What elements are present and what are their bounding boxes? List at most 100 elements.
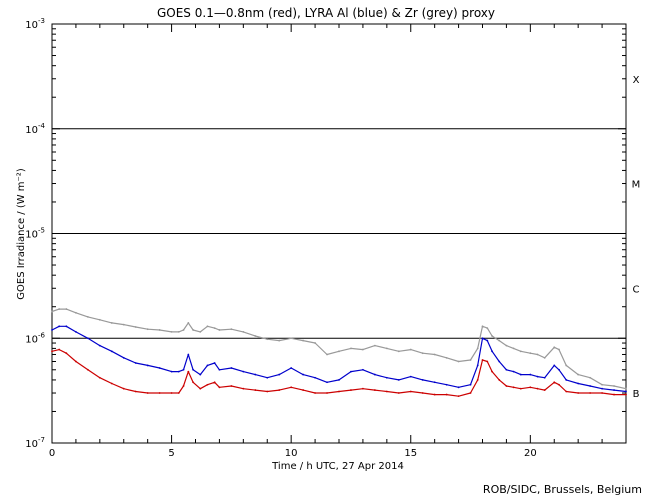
y-axis-label-group: GOES Irradiance / (W m⁻²) xyxy=(16,168,27,300)
series-point-0 xyxy=(314,342,316,344)
series-point-1 xyxy=(498,360,501,363)
series-point-2 xyxy=(362,387,364,390)
series-point-0 xyxy=(86,315,89,318)
series-point-0 xyxy=(362,348,364,351)
y-axis-label: GOES Irradiance / (W m⁻²) xyxy=(16,168,27,300)
y-tick-label: 10 xyxy=(25,334,38,345)
series-point-1 xyxy=(326,381,328,384)
series-point-2 xyxy=(158,392,161,394)
series-point-1 xyxy=(397,379,400,381)
series-point-0 xyxy=(192,329,195,331)
series-point-0 xyxy=(577,373,580,376)
series-point-2 xyxy=(433,393,436,396)
series-point-2 xyxy=(421,392,424,394)
series-point-1 xyxy=(373,373,376,376)
series-point-0 xyxy=(601,383,603,386)
series-point-0 xyxy=(613,385,615,387)
series-point-0 xyxy=(565,364,568,367)
series-point-0 xyxy=(218,329,221,331)
series-point-1 xyxy=(134,362,137,364)
series-point-1 xyxy=(613,389,615,391)
series-point-2 xyxy=(505,385,508,387)
series-point-0 xyxy=(278,339,281,342)
series-point-1 xyxy=(589,385,592,387)
y-tick-label: 10 xyxy=(25,439,38,450)
series-point-1 xyxy=(445,383,448,386)
series-point-1 xyxy=(350,370,352,373)
series-point-1 xyxy=(302,373,305,376)
series-point-2 xyxy=(409,390,412,393)
series-point-1 xyxy=(486,339,489,342)
series-point-0 xyxy=(553,346,556,349)
series-point-0 xyxy=(182,329,185,331)
series-point-1 xyxy=(553,364,556,367)
series-point-0 xyxy=(486,327,489,329)
series-point-2 xyxy=(613,393,615,396)
series-point-1 xyxy=(469,383,472,386)
series-point-2 xyxy=(75,360,77,363)
series-point-0 xyxy=(445,356,448,359)
x-tick-label: 5 xyxy=(168,448,174,459)
series-point-2 xyxy=(445,393,448,396)
series-point-2 xyxy=(481,359,484,361)
series-point-0 xyxy=(505,344,508,347)
series-line-2 xyxy=(51,349,626,397)
series-point-2 xyxy=(519,387,522,390)
y-tick-exponent: -6 xyxy=(38,331,46,339)
series-point-1 xyxy=(158,367,161,369)
series-point-1 xyxy=(543,376,546,379)
series-point-0 xyxy=(146,328,149,331)
series-point-0 xyxy=(589,376,592,379)
series-point-0 xyxy=(385,347,388,350)
series-point-2 xyxy=(51,350,53,353)
series-point-2 xyxy=(98,376,101,379)
series-point-2 xyxy=(242,387,245,390)
series-point-2 xyxy=(206,383,209,386)
series-point-1 xyxy=(192,368,195,371)
series-point-1 xyxy=(362,368,364,371)
series-point-0 xyxy=(625,387,627,390)
series-point-1 xyxy=(58,325,61,328)
series-point-0 xyxy=(206,325,209,328)
series-point-1 xyxy=(146,364,149,367)
series-point-0 xyxy=(122,323,125,326)
x-tick-label: 15 xyxy=(404,448,417,459)
series-point-1 xyxy=(230,367,233,369)
series-point-1 xyxy=(512,370,515,373)
series-point-0 xyxy=(51,310,53,313)
series-point-2 xyxy=(177,392,180,394)
series-point-0 xyxy=(254,335,257,337)
series-point-2 xyxy=(290,386,293,389)
y-tick-exponent: -4 xyxy=(38,122,46,130)
series-point-1 xyxy=(278,373,281,376)
series-point-0 xyxy=(397,350,400,353)
series-line-1 xyxy=(51,325,627,393)
flare-class-label: X xyxy=(633,75,640,86)
series-point-2 xyxy=(558,383,560,386)
series-point-1 xyxy=(218,368,221,371)
flare-class-label: B xyxy=(633,389,640,400)
series-point-1 xyxy=(421,379,424,381)
series-point-1 xyxy=(519,373,522,376)
series-point-1 xyxy=(338,379,340,381)
series-point-1 xyxy=(536,375,539,378)
series-point-2 xyxy=(146,392,149,394)
series-point-0 xyxy=(266,338,269,341)
series-point-1 xyxy=(182,368,185,371)
series-point-1 xyxy=(266,376,269,379)
series-point-0 xyxy=(491,335,493,337)
series-point-0 xyxy=(187,322,190,324)
series-point-0 xyxy=(529,352,532,355)
series-point-2 xyxy=(589,392,592,394)
series-point-2 xyxy=(512,386,515,389)
series-point-0 xyxy=(302,339,305,342)
series-point-1 xyxy=(206,364,209,367)
series-line-0 xyxy=(51,308,627,390)
series-point-0 xyxy=(326,353,328,356)
series-point-0 xyxy=(519,350,522,353)
x-tick-label: 20 xyxy=(524,448,537,459)
series-point-1 xyxy=(385,376,388,379)
flare-class-label: M xyxy=(632,180,641,191)
series-point-2 xyxy=(187,370,190,373)
